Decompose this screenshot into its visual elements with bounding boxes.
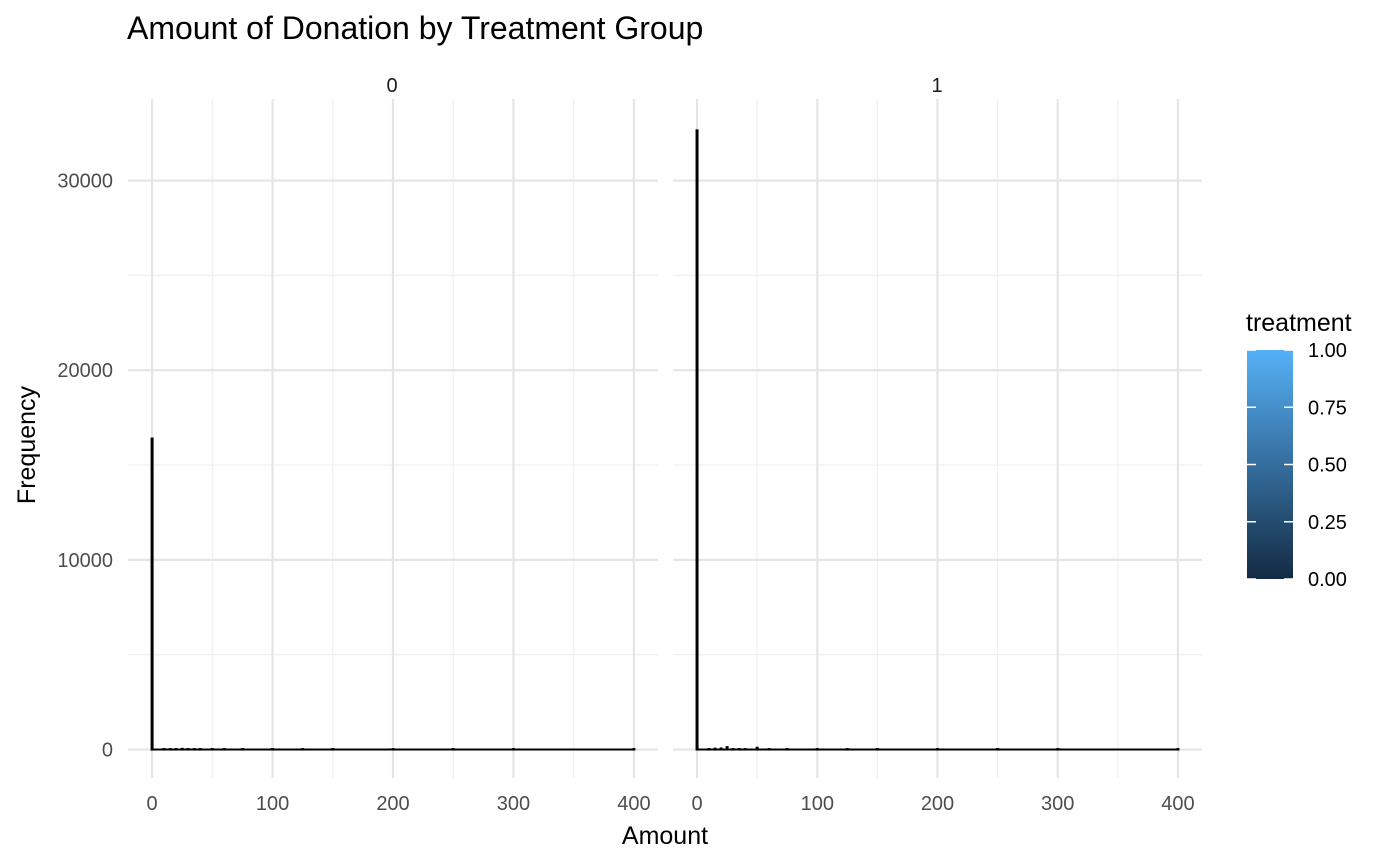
- legend-break-label: 0.50: [1308, 455, 1347, 477]
- grid-layer: [128, 99, 1202, 778]
- x-tick-label: 400: [617, 793, 650, 815]
- legend-breaks: 1.00 0.75 0.50 0.25 0.00: [1247, 340, 1347, 591]
- tick-labels-layer: 0 100 200 300 400 0 100 200 300 400 0 10000 20000 300…: [57, 171, 1194, 815]
- histogram-bar: [695, 129, 699, 751]
- legend-break-label: 0.75: [1308, 397, 1347, 419]
- x-tick-label: 200: [921, 793, 954, 815]
- panel-0-strip-label: 0: [386, 75, 397, 97]
- bars-layer: [150, 129, 1180, 751]
- x-tick-label: 400: [1161, 793, 1194, 815]
- x-axis-title: Amount: [622, 822, 708, 850]
- histogram-bar: [725, 746, 729, 751]
- y-tick-label: 0: [102, 740, 113, 762]
- chart-title: Amount of Donation by Treatment Group: [127, 10, 703, 46]
- panel-1-strip-label: 1: [931, 75, 942, 97]
- x-tick-label: 100: [256, 793, 289, 815]
- y-axis-title: Frequency: [13, 385, 41, 504]
- histogram-bar: [150, 437, 154, 751]
- legend-break-label: 0.25: [1308, 512, 1347, 534]
- x-tick-label: 0: [691, 793, 702, 815]
- legend-break-label: 0.00: [1308, 569, 1347, 591]
- x-tick-label: 300: [497, 793, 530, 815]
- y-tick-label: 20000: [57, 360, 113, 382]
- x-tick-label: 200: [376, 793, 409, 815]
- legend-break-label: 1.00: [1308, 340, 1347, 362]
- y-tick-label: 10000: [57, 550, 113, 572]
- legend-title: treatment: [1246, 309, 1352, 337]
- x-tick-label: 100: [801, 793, 834, 815]
- y-tick-label: 30000: [57, 171, 113, 193]
- x-tick-label: 300: [1041, 793, 1074, 815]
- x-tick-label: 0: [147, 793, 158, 815]
